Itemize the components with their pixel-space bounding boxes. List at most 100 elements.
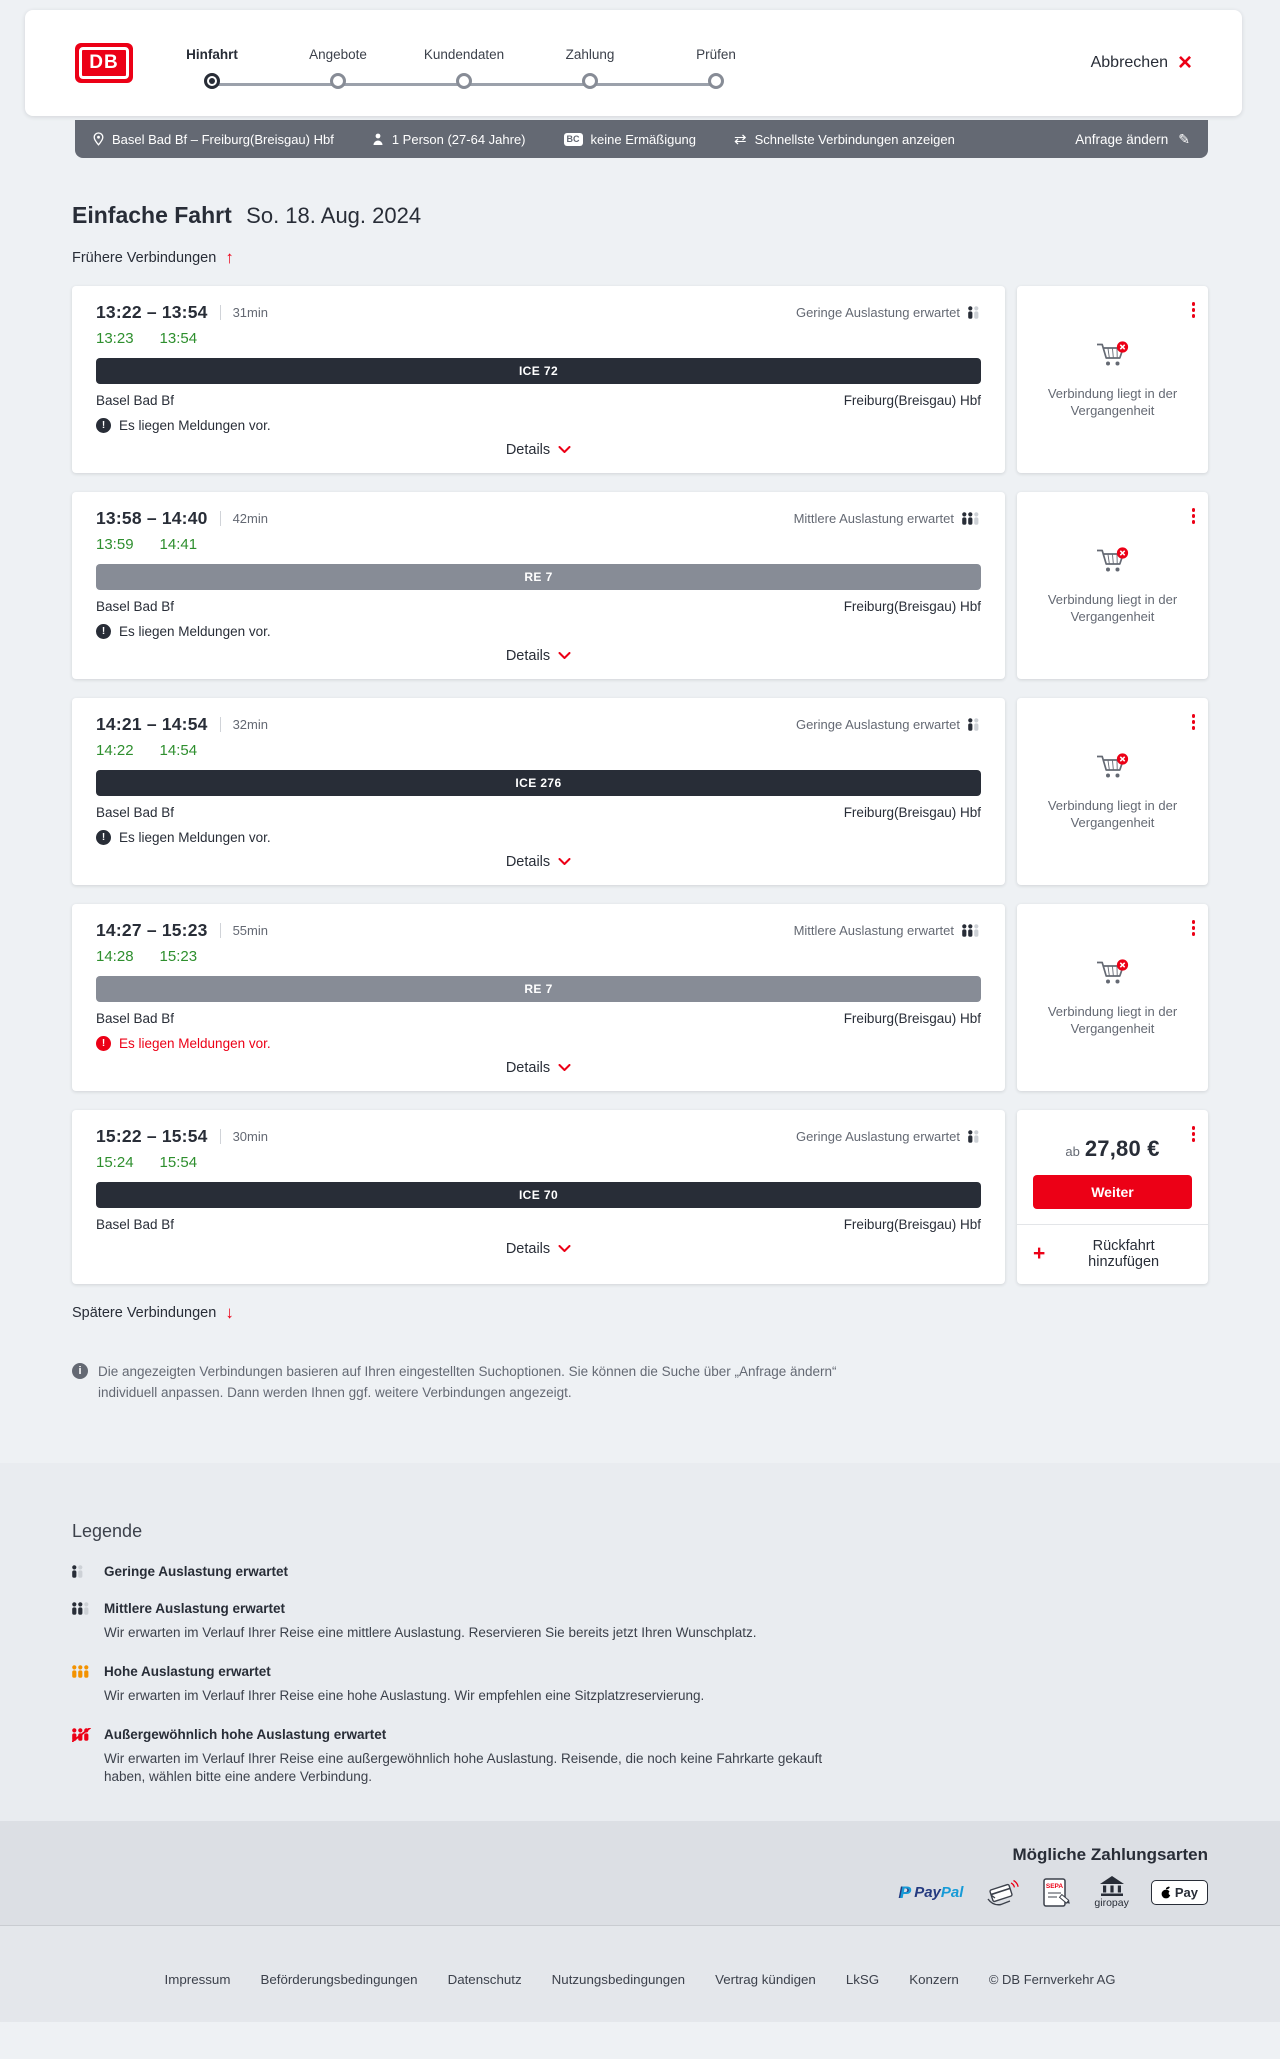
stepper-step[interactable]: Prüfen: [653, 47, 779, 89]
stepper-step[interactable]: Kundendaten: [401, 47, 527, 89]
connection-card[interactable]: 14:21 – 14:54 32min Geringe Auslastung e…: [72, 698, 1005, 885]
overflow-menu-button[interactable]: [1188, 504, 1200, 528]
scheduled-times: 14:27 – 15:23: [96, 920, 208, 940]
add-return-button[interactable]: + Rückfahrt hinzufügen: [1033, 1238, 1192, 1270]
header: DB Hinfahrt Angebote Kundendaten Zahlung…: [25, 10, 1242, 116]
train-label-bar[interactable]: RE 7: [96, 564, 981, 590]
continue-button[interactable]: Weiter: [1033, 1175, 1192, 1209]
overflow-menu-button[interactable]: [1188, 298, 1200, 322]
actual-arrival: 15:54: [159, 1154, 198, 1171]
occupancy-icon: [72, 1601, 94, 1616]
duration: 30min: [232, 1129, 268, 1144]
edit-search-button[interactable]: Anfrage ändern ✎: [1075, 132, 1190, 147]
overflow-menu-button[interactable]: [1188, 710, 1200, 734]
payment-methods: P PayPal SEPA: [72, 1876, 1208, 1909]
realtime-times: 13:59 14:41: [96, 536, 981, 553]
messages-notice-label: Es liegen Meldungen vor.: [119, 624, 271, 639]
details-button[interactable]: Details: [500, 847, 577, 877]
arrow-down-icon: ↓: [225, 1303, 234, 1322]
footer-link[interactable]: Nutzungsbedingungen: [551, 1972, 686, 1987]
stepper-step-label: Hinfahrt: [186, 47, 238, 62]
footer-link[interactable]: Beförderungsbedingungen: [260, 1972, 418, 1987]
destination-station: Freiburg(Breisgau) Hbf: [843, 1217, 981, 1232]
earlier-connections-link[interactable]: Frühere Verbindungen ↑: [72, 249, 234, 266]
connection-row: 15:22 – 15:54 30min Geringe Auslastung e…: [72, 1110, 1208, 1284]
divider: [1017, 1224, 1208, 1225]
train-label-bar[interactable]: ICE 70: [96, 1182, 981, 1208]
details-button[interactable]: Details: [500, 1053, 577, 1083]
occupancy-label: Geringe Auslastung erwartet: [795, 717, 960, 732]
credit-card-contactless-icon: [985, 1878, 1021, 1908]
main-content: Einfache Fahrt So. 18. Aug. 2024 Frühere…: [72, 202, 1208, 1403]
legend-section: Legende Geringe Auslastung erwartet Mitt…: [0, 1463, 1280, 1821]
footer-link[interactable]: Datenschutz: [447, 1972, 522, 1987]
info-text: Die angezeigten Verbindungen basieren au…: [98, 1364, 837, 1400]
connection-card[interactable]: 15:22 – 15:54 30min Geringe Auslastung e…: [72, 1110, 1005, 1284]
query-route: Basel Bad Bf – Freiburg(Breisgau) Hbf: [93, 132, 334, 147]
chevron-down-icon: [558, 1064, 571, 1071]
footer-link[interactable]: Konzern: [909, 1972, 959, 1987]
pencil-icon: ✎: [1178, 131, 1190, 147]
actual-arrival: 14:54: [159, 742, 198, 759]
occupancy: Geringe Auslastung erwartet: [796, 305, 981, 320]
connection-row: 13:22 – 13:54 31min Geringe Auslastung e…: [72, 286, 1208, 473]
origin-station: Basel Bad Bf: [96, 805, 175, 820]
stepper-step[interactable]: Hinfahrt: [149, 47, 275, 89]
overflow-menu-button[interactable]: [1188, 916, 1200, 940]
duration: 31min: [232, 305, 268, 320]
details-button[interactable]: Details: [500, 1234, 577, 1264]
swap-arrows-icon: ⇄: [734, 130, 747, 148]
actual-departure: 14:22: [96, 742, 134, 759]
trip-date: So. 18. Aug. 2024: [246, 203, 422, 228]
later-connections-label: Spätere Verbindungen: [72, 1304, 217, 1321]
actual-departure: 13:59: [96, 536, 134, 553]
details-button[interactable]: Details: [500, 435, 577, 465]
legend-item: Außergewöhnlich hohe Auslastung erwartet…: [72, 1727, 1208, 1786]
occupancy-icon: [72, 1664, 94, 1679]
footer-link[interactable]: Impressum: [164, 1972, 231, 1987]
overflow-menu-button[interactable]: [1188, 1122, 1200, 1146]
messages-notice: ! Es liegen Meldungen vor.: [96, 1036, 981, 1051]
messages-notice-label: Es liegen Meldungen vor.: [119, 418, 271, 433]
origin-station: Basel Bad Bf: [96, 599, 175, 614]
separator: [219, 511, 221, 526]
connection-row: 13:58 – 14:40 42min Mittlere Auslastung …: [72, 492, 1208, 679]
stepper-step[interactable]: Angebote: [275, 47, 401, 89]
footer-link[interactable]: Vertrag kündigen: [715, 1972, 816, 1987]
details-button[interactable]: Details: [500, 641, 577, 671]
origin-station: Basel Bad Bf: [96, 1011, 175, 1026]
origin-station: Basel Bad Bf: [96, 393, 175, 408]
legend-item-label: Außergewöhnlich hohe Auslastung erwartet: [104, 1727, 387, 1742]
train-label-bar[interactable]: ICE 72: [96, 358, 981, 384]
past-connection-note: Verbindung liegt in der Vergangenheit: [1033, 752, 1192, 831]
booking-panel: ab 27,80 € Weiter + Rückfahrt hinzufügen: [1017, 1124, 1208, 1270]
connection-card[interactable]: 14:27 – 15:23 55min Mittlere Auslastung …: [72, 904, 1005, 1091]
alert-icon: !: [96, 624, 111, 639]
bahncard-icon: BC: [563, 132, 583, 146]
realtime-times: 14:28 15:23: [96, 948, 981, 965]
legend-item: Geringe Auslastung erwartet: [72, 1564, 1208, 1579]
db-logo[interactable]: DB: [75, 43, 133, 83]
details-label: Details: [505, 854, 551, 870]
messages-notice: ! Es liegen Meldungen vor.: [96, 624, 981, 639]
connection-card[interactable]: 13:58 – 14:40 42min Mittlere Auslastung …: [72, 492, 1005, 679]
train-label-bar[interactable]: RE 7: [96, 976, 981, 1002]
later-connections-link[interactable]: Spätere Verbindungen ↓: [72, 1304, 234, 1321]
connection-list: 13:22 – 13:54 31min Geringe Auslastung e…: [72, 286, 1208, 1284]
db-logo-text: DB: [89, 52, 119, 73]
chevron-down-icon: [558, 446, 571, 453]
details-label: Details: [505, 1060, 551, 1076]
cancel-button[interactable]: Abbrechen ×: [1091, 51, 1192, 75]
sepa-direct-debit-icon: SEPA: [1043, 1877, 1072, 1908]
chevron-down-icon: [558, 652, 571, 659]
footer-link[interactable]: LkSG: [845, 1972, 880, 1987]
duration: 32min: [232, 717, 268, 732]
destination-station: Freiburg(Breisgau) Hbf: [843, 805, 981, 820]
payment-section: Mögliche Zahlungsarten P PayPal SEPA: [0, 1821, 1280, 1925]
stepper-step[interactable]: Zahlung: [527, 47, 653, 89]
past-connection-note: Verbindung liegt in der Vergangenheit: [1033, 340, 1192, 419]
cart-unavailable-icon: [1096, 959, 1128, 984]
payment-title: Mögliche Zahlungsarten: [1012, 1845, 1208, 1864]
connection-card[interactable]: 13:22 – 13:54 31min Geringe Auslastung e…: [72, 286, 1005, 473]
train-label-bar[interactable]: ICE 276: [96, 770, 981, 796]
